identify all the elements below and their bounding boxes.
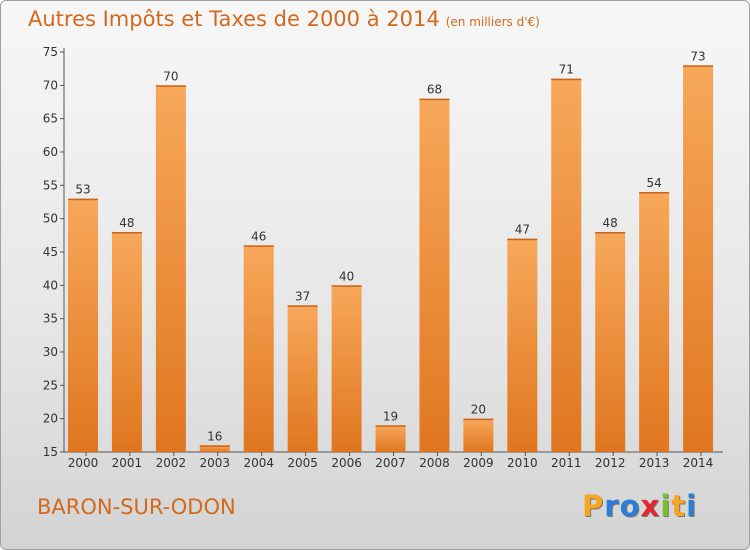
bar-2001 bbox=[111, 232, 142, 452]
y-tick-label: 45 bbox=[43, 245, 58, 259]
bar-top-edge bbox=[331, 285, 362, 287]
bar-2005 bbox=[287, 305, 318, 452]
value-label-2008: 68 bbox=[427, 83, 442, 97]
x-tick-label-2001: 2001 bbox=[112, 456, 143, 470]
bar-2007 bbox=[375, 425, 406, 452]
bar-2002 bbox=[155, 85, 186, 452]
logo-letter: o bbox=[619, 489, 641, 523]
title-text: Autres Impôts et Taxes de 2000 à 2014 bbox=[28, 7, 440, 31]
axes: 15 20 25 30 35 40 45 50 55 60 65 70 75 2000 2001 2002 20… bbox=[43, 45, 723, 470]
y-tick-label: 50 bbox=[43, 212, 58, 226]
bar-2006 bbox=[331, 285, 362, 452]
x-tick-label-2014: 2014 bbox=[683, 456, 714, 470]
y-tick-label: 55 bbox=[43, 178, 58, 192]
value-label-2002: 70 bbox=[163, 69, 178, 83]
chart-title: Autres Impôts et Taxes de 2000 à 2014 (en… bbox=[28, 7, 540, 31]
bar-2004 bbox=[243, 245, 274, 452]
value-label-2014: 73 bbox=[690, 49, 705, 63]
x-tick-label-2002: 2002 bbox=[156, 456, 187, 470]
bar-2012 bbox=[595, 232, 626, 452]
value-label-2011: 71 bbox=[559, 63, 574, 77]
x-tick-label-2003: 2003 bbox=[200, 456, 231, 470]
logo-letter: x bbox=[640, 489, 661, 523]
x-tick-label-2011: 2011 bbox=[551, 456, 582, 470]
bar-top-edge bbox=[287, 305, 318, 307]
y-tick-label: 60 bbox=[43, 145, 58, 159]
value-label-2009: 20 bbox=[471, 403, 486, 417]
y-tick-label: 70 bbox=[43, 78, 58, 92]
value-label-2007: 19 bbox=[383, 409, 398, 423]
value-label-2004: 46 bbox=[251, 229, 266, 243]
y-tick-label: 30 bbox=[43, 345, 58, 359]
labels: 53 48 70 16 46 37 40 19 68 20 47 71 48 54 73 bbox=[75, 49, 705, 443]
logo-letter: i bbox=[686, 489, 698, 523]
bar-2011 bbox=[551, 78, 582, 453]
bar-top-edge bbox=[375, 425, 406, 427]
x-tick-label-2012: 2012 bbox=[595, 456, 626, 470]
y-tick-label: 25 bbox=[43, 378, 58, 392]
bar-top-edge bbox=[111, 232, 142, 234]
bar-2009 bbox=[463, 418, 494, 452]
unit-text: (en milliers d'€) bbox=[445, 15, 540, 29]
y-tick-label: 65 bbox=[43, 112, 58, 126]
logo-letter: P bbox=[582, 489, 605, 523]
x-tick-label-2009: 2009 bbox=[463, 456, 494, 470]
bar-top-edge bbox=[463, 418, 494, 421]
x-tick-label-2013: 2013 bbox=[639, 456, 670, 470]
value-label-2005: 37 bbox=[295, 289, 310, 303]
logo-letter: r bbox=[604, 489, 620, 523]
bars bbox=[68, 65, 714, 453]
bar-top-edge bbox=[507, 238, 538, 241]
bar-2014 bbox=[683, 65, 714, 452]
bar-2008 bbox=[419, 98, 450, 453]
bar-2000 bbox=[68, 198, 98, 452]
value-label-2013: 54 bbox=[646, 176, 661, 190]
y-tick-label: 15 bbox=[43, 445, 58, 459]
x-tick-label-2008: 2008 bbox=[419, 456, 450, 470]
logo-letter: i bbox=[660, 489, 672, 523]
bar-top-edge bbox=[551, 78, 582, 81]
value-label-2001: 48 bbox=[119, 216, 134, 230]
x-tick-label-2004: 2004 bbox=[243, 456, 274, 470]
bar-top-edge bbox=[68, 198, 98, 201]
proxiti-logo: Proxiti bbox=[582, 489, 697, 523]
bar-2010 bbox=[507, 238, 538, 452]
x-tick-label-2006: 2006 bbox=[331, 456, 362, 470]
value-label-2000: 53 bbox=[75, 183, 90, 197]
value-label-2003: 16 bbox=[207, 429, 222, 443]
x-tick-label-2005: 2005 bbox=[287, 456, 318, 470]
bar-top-edge bbox=[419, 98, 450, 101]
x-tick-label-2010: 2010 bbox=[507, 456, 538, 470]
y-tick-label: 75 bbox=[43, 45, 58, 59]
bar-2003 bbox=[199, 445, 230, 452]
x-tick-label-2007: 2007 bbox=[375, 456, 406, 470]
value-label-2006: 40 bbox=[339, 269, 354, 283]
bar-2013 bbox=[639, 192, 670, 452]
y-tick-label: 40 bbox=[43, 278, 58, 292]
commune-name: BARON-SUR-ODON bbox=[37, 495, 236, 519]
bar-top-edge bbox=[243, 245, 274, 247]
value-label-2012: 48 bbox=[603, 216, 618, 230]
y-tick-label: 20 bbox=[43, 412, 58, 426]
bar-top-edge bbox=[683, 65, 714, 67]
y-tick-label: 35 bbox=[43, 312, 58, 326]
value-label-2010: 47 bbox=[515, 223, 530, 237]
logo-letter: t bbox=[671, 489, 687, 523]
bar-top-edge bbox=[199, 445, 230, 447]
bar-top-edge bbox=[155, 85, 186, 87]
bar-top-edge bbox=[595, 232, 626, 234]
bar-top-edge bbox=[639, 192, 670, 194]
x-tick-label-2000: 2000 bbox=[68, 456, 99, 470]
